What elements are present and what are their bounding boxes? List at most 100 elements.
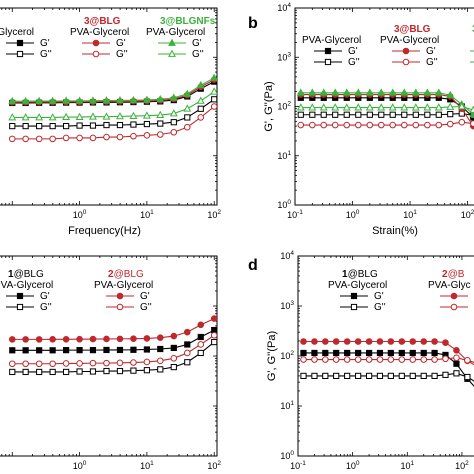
y-tick-label-d-0-exponent: 0 — [290, 450, 294, 457]
legend-marker-c-0-1 — [16, 303, 24, 311]
data-point-c-1-2 — [36, 368, 43, 376]
data-point-c-0-8 — [116, 346, 124, 354]
panel-b-letter: b — [248, 15, 258, 32]
x-tick-label-a-0-exponent: 0 — [83, 209, 87, 216]
data-point-b-5-8 — [388, 103, 397, 111]
legend-title-b-2: 3 — [472, 24, 474, 35]
series-line-c-1 — [12, 341, 215, 373]
data-point-c-0-13 — [184, 341, 191, 348]
data-point-b-3-8 — [389, 121, 397, 129]
data-point-c-2-14 — [197, 321, 205, 329]
data-point-d-2-10 — [409, 338, 417, 345]
legend-subtitle-a-0: -Glycerol — [0, 27, 34, 38]
data-point-a-5-8 — [116, 112, 124, 120]
data-point-b-3-15 — [470, 120, 474, 127]
data-point-b-4-7 — [377, 88, 386, 96]
data-point-b-5-4 — [342, 103, 351, 111]
data-point-d-0-10 — [409, 349, 416, 357]
legend-label-b-1-1: G'' — [426, 57, 438, 68]
data-point-b-5-13 — [446, 102, 455, 110]
data-point-d-0-1 — [311, 349, 318, 357]
data-point-c-3-2 — [35, 360, 43, 368]
x-tick-label-b-0-base: 10 — [287, 210, 297, 220]
data-point-c-2-6 — [89, 335, 97, 343]
data-point-a-4-5 — [75, 96, 84, 104]
data-point-a-1-4 — [63, 122, 70, 130]
data-point-b-5-3 — [331, 103, 340, 111]
data-point-a-5-9 — [129, 111, 138, 119]
data-point-a-4-9 — [129, 95, 138, 104]
data-point-c-2-13 — [183, 328, 191, 336]
series-layer-d — [300, 338, 474, 387]
data-point-b-5-11 — [423, 103, 432, 111]
data-point-a-3-11 — [156, 131, 164, 138]
legend-marker-a-0-0 — [16, 39, 24, 47]
x-tick-label-d-3: 102 — [455, 460, 469, 471]
data-point-b-5-9 — [400, 103, 409, 111]
data-point-d-1-13 — [442, 371, 449, 378]
x-tick-label-c-0-base: 10 — [73, 461, 83, 471]
data-point-d-3-15 — [464, 357, 471, 364]
data-point-d-2-3 — [332, 338, 340, 345]
data-point-a-3-12 — [170, 128, 178, 136]
data-point-b-3-6 — [366, 121, 374, 129]
data-point-d-2-4 — [343, 338, 351, 345]
data-point-d-1-7 — [376, 372, 384, 379]
data-point-a-5-15 — [210, 87, 217, 95]
y-tick-label-d-2-exponent: 2 — [290, 350, 294, 357]
y-tick-label-b-4-exponent: 4 — [287, 2, 291, 9]
data-point-c-0-12 — [170, 344, 177, 352]
data-point-b-5-14 — [457, 102, 466, 110]
panel-b-strain-sweep: b 10-1 100 101 102100101102103104Strain(%)G… — [248, 2, 474, 237]
data-point-a-1-13 — [184, 114, 191, 121]
y-tick-label-d-1: 101 — [280, 400, 294, 411]
data-point-a-1-0 — [9, 122, 16, 130]
legend-label-a-2-1: G'' — [192, 49, 204, 60]
data-point-d-0-4 — [344, 349, 351, 357]
data-point-b-4-13 — [446, 90, 455, 99]
x-tick-label-d-3-exponent: 2 — [465, 460, 469, 467]
data-point-c-0-10 — [143, 346, 150, 353]
data-point-b-4-3 — [331, 88, 340, 96]
x-tick-label-a-0-base: 10 — [73, 210, 83, 220]
data-point-a-3-8 — [116, 133, 124, 141]
data-point-c-2-1 — [22, 336, 29, 343]
data-point-d-3-13 — [442, 355, 449, 363]
data-point-c-1-10 — [143, 367, 150, 374]
y-tick-label-d-4-base: 10 — [280, 251, 290, 261]
data-point-d-2-12 — [431, 338, 438, 345]
legend-title-part-c-0-0: 1 — [8, 269, 14, 280]
data-point-d-2-11 — [420, 338, 428, 345]
legend-subtitle-d-1: PVA-Glyc — [428, 280, 471, 291]
data-point-a-5-14 — [196, 96, 205, 104]
legend-marker-a-1-1 — [92, 50, 100, 58]
data-point-d-3-1 — [311, 356, 318, 363]
data-point-b-5-10 — [411, 103, 420, 111]
data-point-d-1-11 — [420, 372, 427, 379]
data-point-a-1-10 — [143, 120, 150, 128]
legend-title-d-0: 1@BLG — [342, 269, 378, 280]
data-point-c-3-3 — [49, 360, 56, 368]
legend-marker-b-0-1 — [324, 58, 332, 66]
y-tick-label-d-0: 100 — [280, 450, 294, 461]
data-point-a-4-6 — [89, 96, 97, 104]
legend-title-c-1: 2@BLG — [108, 269, 144, 280]
y-tick-label-d-1-exponent: 1 — [290, 400, 294, 407]
data-point-d-3-4 — [343, 356, 351, 363]
data-point-d-2-14 — [453, 347, 460, 354]
data-point-b-4-10 — [411, 88, 420, 96]
data-point-d-2-13 — [442, 339, 449, 346]
data-point-d-2-5 — [354, 338, 362, 345]
data-point-a-4-13 — [183, 89, 192, 97]
data-point-b-1-3 — [332, 111, 339, 118]
data-point-d-2-2 — [322, 338, 329, 345]
data-point-a-3-9 — [130, 132, 137, 140]
x-tick-label-a-1-exponent: 1 — [150, 209, 154, 216]
data-point-c-0-4 — [63, 347, 70, 354]
data-point-c-1-12 — [170, 363, 177, 371]
x-tick-label-d-0-base: 10 — [290, 461, 300, 471]
y-tick-label-d-4: 104 — [280, 250, 294, 261]
data-point-c-2-5 — [76, 335, 83, 343]
legend-subtitle-c-1: PVA-Glycerol — [94, 280, 153, 291]
data-point-b-1-7 — [378, 111, 385, 118]
